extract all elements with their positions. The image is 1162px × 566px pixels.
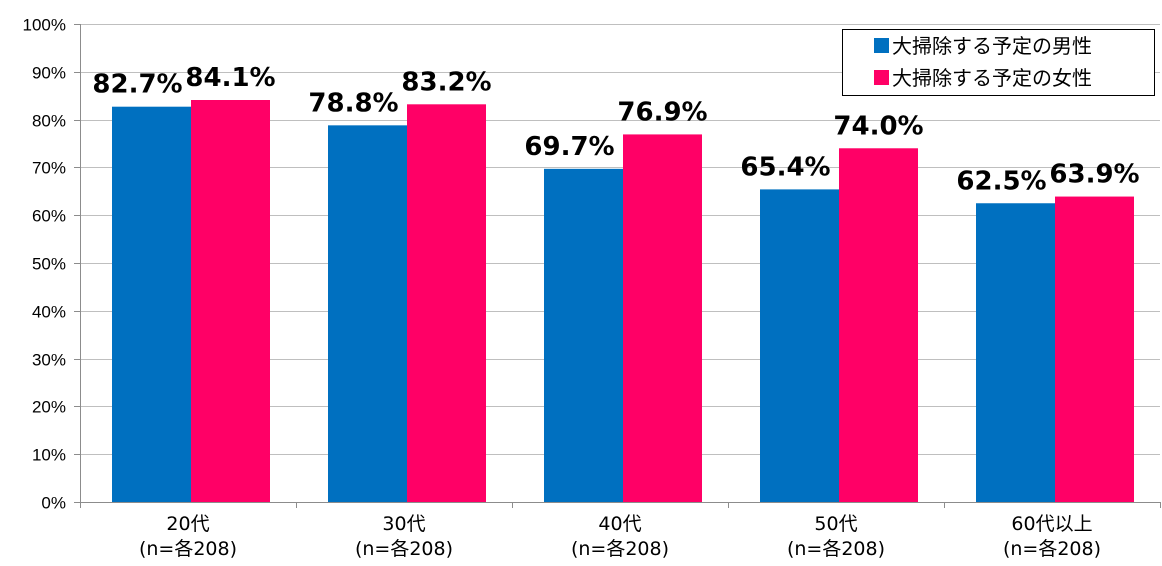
data-label: 76.9% <box>617 97 707 127</box>
bar-male <box>328 125 407 502</box>
y-tick-label: 0% <box>41 494 66 513</box>
category-label: 60代以上 <box>1011 513 1092 535</box>
y-tick-label: 100% <box>23 16 66 35</box>
y-tick-label: 30% <box>32 351 66 370</box>
y-tick-label: 60% <box>32 207 66 226</box>
category-label: 50代 <box>814 513 857 535</box>
y-tick-label: 50% <box>32 255 66 274</box>
y-tick-label: 90% <box>32 64 66 83</box>
category-sample-label: (n=各208) <box>1003 538 1101 560</box>
legend-swatch-female <box>874 70 889 85</box>
category-sample-label: (n=各208) <box>139 538 237 560</box>
category-label: 20代 <box>166 513 209 535</box>
bar-male <box>544 168 623 503</box>
category-sample-label: (n=各208) <box>355 538 453 560</box>
data-label: 74.0% <box>833 111 923 141</box>
y-tick-label: 80% <box>32 112 66 131</box>
y-tick-label: 10% <box>32 446 66 465</box>
legend-box <box>842 29 1155 96</box>
bar-male <box>760 189 839 502</box>
data-label: 83.2% <box>401 67 491 97</box>
data-label: 62.5% <box>956 166 1046 196</box>
legend-label-female: 大掃除する予定の女性 <box>892 66 1092 90</box>
y-tick-label: 70% <box>32 159 66 178</box>
bar-male <box>112 106 191 502</box>
data-label: 82.7% <box>92 70 182 100</box>
bar-male <box>976 203 1055 502</box>
bar-female <box>623 134 702 502</box>
data-label: 65.4% <box>740 152 830 182</box>
category-label: 30代 <box>382 513 425 535</box>
bar-female <box>1055 196 1134 503</box>
data-label: 84.1% <box>185 63 275 93</box>
bar-female <box>839 148 918 502</box>
category-sample-label: (n=各208) <box>787 538 885 560</box>
y-tick-label: 20% <box>32 398 66 417</box>
category-label: 40代 <box>598 513 641 535</box>
data-label: 69.7% <box>524 132 614 162</box>
legend-label-male: 大掃除する予定の男性 <box>892 34 1092 58</box>
legend-swatch-male <box>874 38 889 53</box>
y-tick-label: 40% <box>32 303 66 322</box>
bar-female <box>191 100 270 502</box>
category-sample-label: (n=各208) <box>571 538 669 560</box>
bar-female <box>407 104 486 502</box>
data-label: 78.8% <box>308 88 398 118</box>
data-label: 63.9% <box>1049 160 1139 190</box>
